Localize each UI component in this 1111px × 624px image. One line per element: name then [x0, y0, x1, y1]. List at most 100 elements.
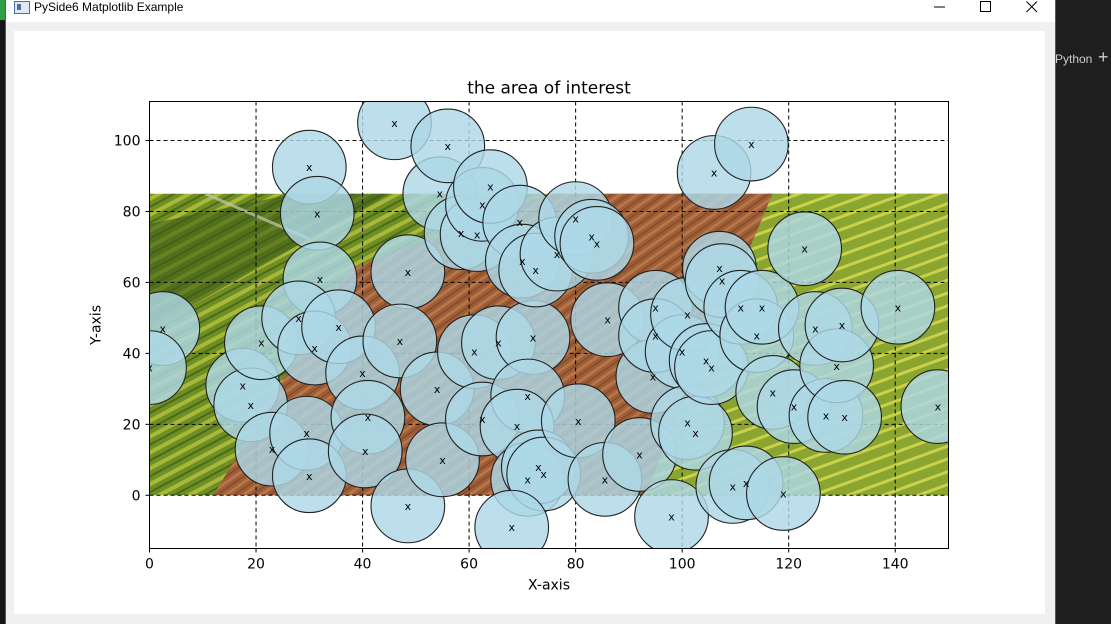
- data-point-marker: x: [495, 337, 502, 350]
- axes-frame: [149, 101, 949, 549]
- data-point-marker: x: [594, 237, 601, 250]
- data-point-marker: x: [652, 301, 659, 314]
- data-point-marker: x: [572, 213, 579, 226]
- data-point-marker: x: [317, 273, 324, 286]
- matplotlib-canvas[interactable]: x x x x x x x x x x x x x x x x x x x x x x x x x x x x x x x x x x x x x x x x…: [14, 31, 1045, 614]
- minimize-icon: [934, 6, 945, 8]
- terminal-tab[interactable]: Python +: [1055, 47, 1111, 70]
- ticks: 0 20 40 60 80 100 120 140 0 20 40 60 80 100: [114, 134, 909, 573]
- data-point-marker: x: [306, 470, 313, 483]
- window-title: PySide6 Matplotlib Example: [34, 0, 184, 14]
- data-point-marker: x: [405, 500, 412, 513]
- data-circle: [900, 369, 949, 444]
- data-point-marker: x: [519, 255, 526, 268]
- plus-icon[interactable]: +: [1098, 47, 1109, 67]
- x-tick-label: 60: [460, 557, 478, 573]
- x-tick-label: 20: [247, 557, 265, 573]
- x-tick-label: 140: [882, 557, 909, 573]
- terminal-tab-label: Python: [1055, 52, 1093, 66]
- x-tick-label: 80: [567, 557, 585, 573]
- data-point-marker: x: [738, 301, 745, 314]
- y-tick-label: 100: [114, 134, 141, 150]
- data-point-marker: x: [434, 383, 441, 396]
- app-icon: [14, 1, 30, 14]
- maximize-icon: [980, 1, 991, 12]
- data-point-marker: x: [258, 337, 265, 350]
- axes-border: [149, 101, 949, 549]
- data-point-marker: x: [365, 411, 372, 424]
- data-point-marker: x: [479, 198, 486, 211]
- data-point-marker: x: [530, 331, 537, 344]
- data-point-marker: x: [540, 468, 547, 481]
- data-point-marker: x: [833, 360, 840, 373]
- data-point-marker: x: [474, 229, 481, 242]
- data-point-marker: x: [269, 443, 276, 456]
- data-point-marker: x: [801, 243, 808, 256]
- data-point-marker: x: [839, 319, 846, 332]
- data-point-marker: x: [295, 312, 302, 325]
- data-point-marker: x: [841, 411, 848, 424]
- data-point-marker: x: [437, 188, 444, 201]
- title-bar[interactable]: PySide6 Matplotlib Example: [6, 0, 1055, 22]
- data-point-marker: x: [160, 323, 167, 336]
- data-point-marker: x: [588, 230, 595, 243]
- field-dark: [149, 193, 390, 330]
- circles-layer: x x x x x x x x x x x x x x x x x x x x x x x x x x x x x x x x x x x x x x x x…: [146, 101, 949, 549]
- x-axis-label: X-axis: [528, 578, 570, 594]
- app-window: PySide6 Matplotlib Example: [6, 0, 1055, 624]
- data-circle: [807, 379, 883, 455]
- data-point-marker: x: [812, 323, 819, 336]
- data-circle: [634, 479, 709, 549]
- data-point-marker: x: [146, 362, 153, 375]
- data-point-marker: x: [303, 427, 310, 440]
- data-point-marker: x: [439, 454, 446, 467]
- data-point-marker: x: [703, 354, 710, 367]
- data-point-marker: x: [602, 473, 609, 486]
- data-point-marker: x: [730, 480, 737, 493]
- y-tick-label: 60: [123, 275, 141, 291]
- data-circle: [149, 330, 187, 405]
- data-point-marker: x: [458, 227, 465, 240]
- data-point-marker: x: [743, 477, 750, 490]
- data-circle: [559, 206, 635, 281]
- close-button[interactable]: [1009, 0, 1055, 22]
- data-point-marker: x: [753, 330, 760, 343]
- maximize-button[interactable]: [963, 0, 1009, 22]
- x-tick-label: 120: [775, 557, 802, 573]
- data-point-marker: x: [247, 399, 254, 412]
- data-point-marker: x: [524, 390, 531, 403]
- data-point-marker: x: [362, 445, 369, 458]
- data-circle: [860, 269, 936, 345]
- y-axis-label: Y-axis: [89, 305, 105, 346]
- data-point-marker: x: [359, 367, 366, 380]
- data-point-marker: x: [487, 181, 494, 194]
- data-point-marker: x: [445, 140, 452, 153]
- x-tick-label: 100: [669, 557, 696, 573]
- data-point-marker: x: [554, 248, 561, 261]
- data-point-marker: x: [780, 488, 787, 501]
- data-circle: [474, 489, 550, 549]
- data-point-marker: x: [397, 335, 404, 348]
- data-point-marker: x: [391, 117, 398, 130]
- data-point-marker: x: [575, 415, 582, 428]
- minimize-button[interactable]: [917, 0, 963, 22]
- background-terminal-panel: Python +: [1055, 0, 1111, 624]
- data-point-marker: x: [650, 370, 657, 383]
- data-point-marker: x: [405, 266, 412, 279]
- data-point-marker: x: [679, 346, 686, 359]
- data-point-marker: x: [748, 138, 755, 151]
- data-point-marker: x: [604, 314, 611, 327]
- data-point-marker: x: [711, 166, 718, 179]
- data-point-marker: x: [692, 427, 699, 440]
- y-tick-label: 80: [123, 204, 141, 220]
- data-point-marker: x: [471, 346, 478, 359]
- data-circle: [745, 456, 821, 531]
- data-point-marker: x: [314, 207, 321, 220]
- data-point-marker: x: [769, 386, 776, 399]
- data-point-marker: x: [514, 420, 521, 433]
- data-point-marker: x: [479, 413, 486, 426]
- data-point-marker: x: [239, 379, 246, 392]
- data-point-marker: x: [684, 417, 691, 430]
- data-circle: [767, 211, 843, 287]
- data-point-marker: x: [532, 264, 539, 277]
